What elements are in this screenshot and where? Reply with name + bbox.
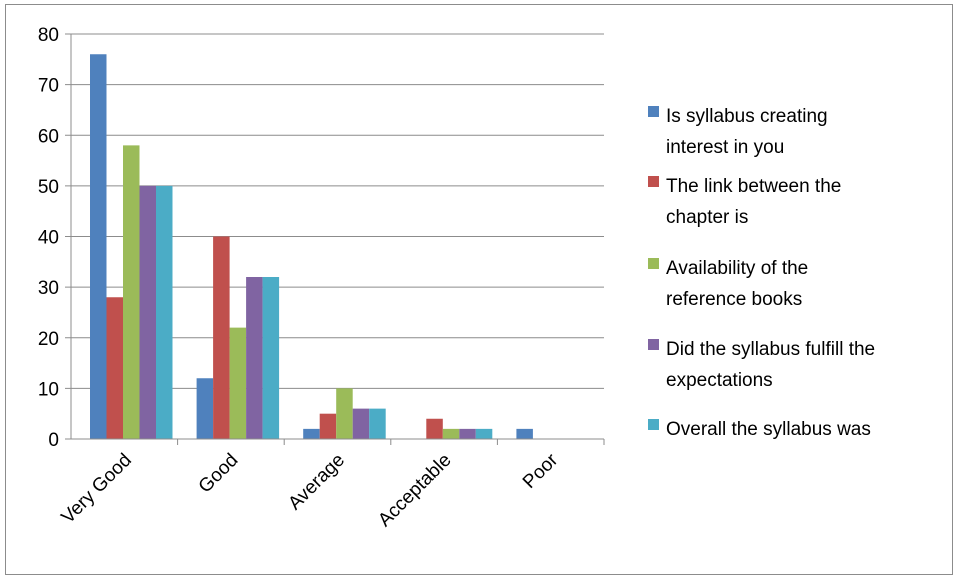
bar-average-series-4 <box>352 408 370 439</box>
bar-average-series-5 <box>369 408 386 439</box>
legend-label: Is syllabus creating interest in you <box>666 106 828 158</box>
y-tick-label: 30 <box>38 278 59 299</box>
axes <box>65 33 605 445</box>
bar-acceptable-series-3 <box>442 428 460 439</box>
bar-acceptable-series-2 <box>426 418 443 439</box>
x-category-label: Acceptable <box>374 450 455 531</box>
bar-good-series-3 <box>229 327 247 439</box>
legend-label: Did the syllabus fulfill the expectations <box>666 339 875 391</box>
bar-poor-series-1 <box>516 428 533 439</box>
legend-entry: Overall the syllabus was <box>648 419 871 440</box>
legend-entry: Availability of the reference books <box>648 258 808 310</box>
bar-very-good-series-3 <box>123 145 140 439</box>
x-category-label: Very Good <box>58 450 136 528</box>
legend-entry: Did the syllabus fulfill the expectations <box>648 339 875 391</box>
y-tick-label: 0 <box>48 430 59 451</box>
bar-very-good-series-2 <box>106 297 123 439</box>
legend-swatch <box>648 106 659 117</box>
legend-label: Availability of the reference books <box>666 258 808 310</box>
y-tick-label: 50 <box>38 177 59 198</box>
y-tick-label: 60 <box>38 126 59 147</box>
legend-swatch <box>648 339 659 350</box>
x-axis-category-labels: Very Good Good Average Acceptable Poor <box>58 449 563 531</box>
bar-very-good-series-4 <box>139 185 156 439</box>
bars <box>90 54 533 439</box>
legend-label: Overall the syllabus was <box>666 419 871 440</box>
y-tick-label: 80 <box>38 25 59 46</box>
y-axis-tick-labels: 0 10 20 30 40 50 60 70 80 <box>38 25 59 451</box>
bar-average-series-2 <box>319 413 337 439</box>
bar-good-series-2 <box>213 236 230 439</box>
bar-good-series-1 <box>196 378 214 439</box>
bar-acceptable-series-5 <box>475 428 493 439</box>
bar-average-series-1 <box>303 428 320 439</box>
bar-acceptable-series-4 <box>459 428 476 439</box>
chart-area: 0 10 20 30 40 50 60 70 80 Very Good Good Average Ac… <box>5 4 953 575</box>
y-tick-label: 40 <box>38 228 59 249</box>
legend-entry: The link between the chapter is <box>648 176 841 228</box>
bar-very-good-series-1 <box>90 54 107 439</box>
legend-entry: Is syllabus creating interest in you <box>648 106 828 158</box>
x-category-label: Poor <box>519 449 563 493</box>
bar-chart: 0 10 20 30 40 50 60 70 80 Very Good Good Average Ac… <box>38 25 875 531</box>
x-category-label: Good <box>195 450 243 498</box>
bar-good-series-4 <box>246 277 263 439</box>
legend-label: The link between the chapter is <box>666 176 841 228</box>
legend-swatch <box>648 258 659 269</box>
x-category-label: Average <box>284 450 349 515</box>
bar-very-good-series-5 <box>156 185 173 439</box>
y-tick-label: 10 <box>38 379 59 400</box>
bar-average-series-3 <box>336 388 353 439</box>
y-tick-label: 70 <box>38 76 59 97</box>
y-tick-label: 20 <box>38 329 59 350</box>
legend-swatch <box>648 419 659 430</box>
legend: Is syllabus creating interest in you The l… <box>648 106 875 440</box>
bar-good-series-5 <box>262 277 280 439</box>
legend-swatch <box>648 176 659 187</box>
